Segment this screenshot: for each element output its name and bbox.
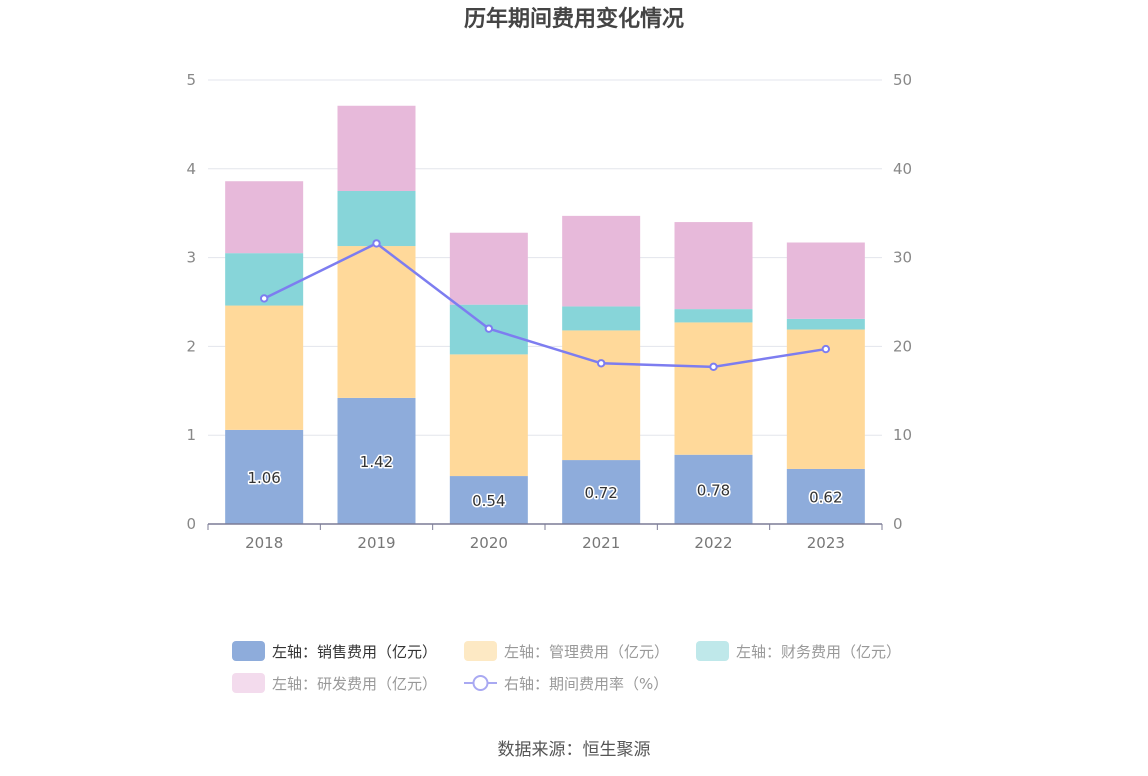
- bar-segment: [337, 191, 416, 247]
- left-axis-tick-label: 0: [186, 515, 196, 533]
- bar-segment: [449, 476, 528, 524]
- bar-data-label: 0.54: [472, 492, 505, 510]
- bar-segment: [562, 215, 641, 307]
- bar-segment: [674, 222, 753, 310]
- legend-label: 左轴：研发费用（亿元）: [272, 675, 437, 693]
- rate-point: [709, 362, 718, 372]
- left-axis-tick-label: 3: [186, 249, 196, 267]
- rate-line: [263, 241, 827, 369]
- bar-segment: [674, 322, 753, 455]
- rate-point: [596, 359, 606, 368]
- bars-group: [225, 105, 865, 524]
- right-axis-tick-label: 0: [893, 515, 903, 533]
- left-axis-tick-label: 4: [186, 160, 196, 178]
- legend-swatch: [232, 641, 265, 661]
- bar-segment: [337, 246, 416, 398]
- legend-label: 右轴：期间费用率（%）: [504, 675, 668, 693]
- legend-swatch: [232, 673, 265, 693]
- bar-segment: [562, 460, 641, 524]
- chart-title: 历年期间费用变化情况: [464, 6, 684, 32]
- bar-segment: [225, 429, 304, 524]
- left-axis-tick-label: 2: [186, 337, 196, 355]
- bar-segment: [786, 242, 865, 319]
- bar-segment: [786, 468, 865, 524]
- rate-point: [484, 324, 494, 333]
- bar-segment: [337, 105, 416, 191]
- rate-point: [821, 344, 831, 354]
- x-axis-tick-label: 2019: [357, 534, 395, 552]
- x-axis-tick-label: 2018: [245, 534, 283, 552]
- data-labels-group: 1.06 1.42 0.54 0.72 0.78 0.62: [246, 451, 844, 511]
- left-axis-tick-label: 5: [186, 71, 196, 89]
- legend: 左轴：销售费用（亿元） 左轴：管理费用（亿元） 左轴：财务费用（亿元） 左轴：研发费用…: [232, 641, 901, 693]
- bar-segment: [674, 309, 753, 323]
- right-axis-tick-label: 20: [893, 337, 912, 355]
- bar-segment: [674, 454, 753, 524]
- rate-point: [259, 294, 269, 303]
- bar-segment: [562, 306, 641, 331]
- bar-data-label: 0.78: [697, 481, 730, 499]
- x-axis-tick-label: 2021: [582, 534, 620, 552]
- legend-swatch: [696, 641, 729, 661]
- bar-segment: [337, 397, 416, 524]
- legend-marker-swatch: [472, 675, 489, 691]
- legend-label: 左轴：管理费用（亿元）: [504, 643, 669, 661]
- bar-data-label: 1.42: [360, 453, 393, 471]
- bar-segment: [449, 354, 528, 477]
- legend-label: 左轴：销售费用（亿元）: [272, 643, 437, 661]
- right-axis-tick-label: 30: [893, 249, 912, 267]
- bar-segment: [786, 318, 865, 330]
- right-axis-tick-label: 40: [893, 160, 912, 178]
- x-axis-tick-label: 2023: [807, 534, 845, 552]
- source-note: 数据来源：恒生聚源: [498, 740, 651, 760]
- bar-segment: [449, 232, 528, 305]
- right-axis-tick-label: 50: [893, 71, 912, 89]
- rate-line-group: [259, 239, 831, 372]
- bar-data-label: 1.06: [247, 469, 280, 487]
- right-axis-tick-label: 10: [893, 426, 912, 444]
- bar-data-label: 0.62: [809, 488, 842, 506]
- left-axis-tick-label: 1: [186, 426, 196, 444]
- bar-data-label: 0.72: [584, 484, 617, 502]
- grid-lines: [208, 79, 882, 436]
- x-axis-tick-label: 2020: [470, 534, 508, 552]
- x-axis-tick-label: 2022: [694, 534, 732, 552]
- bar-segment: [225, 181, 304, 254]
- legend-label: 左轴：财务费用（亿元）: [736, 643, 901, 661]
- bar-segment: [225, 305, 304, 430]
- legend-swatch: [464, 641, 497, 661]
- rate-point: [372, 239, 381, 248]
- bar-segment: [562, 330, 641, 461]
